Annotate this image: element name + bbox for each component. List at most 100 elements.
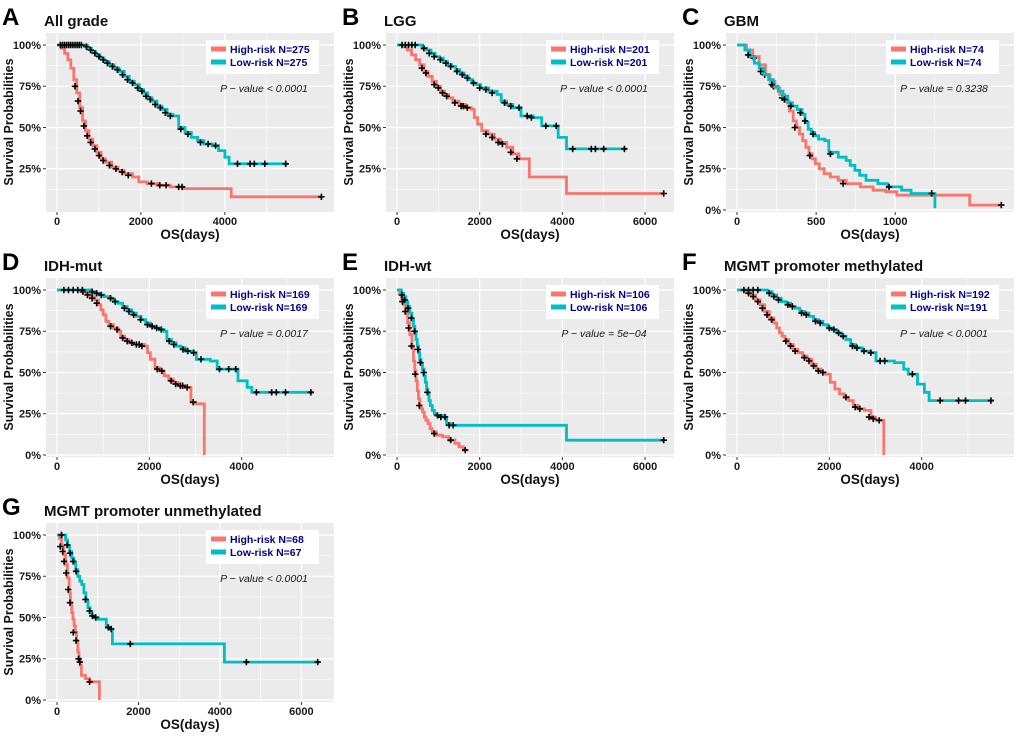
y-tick-label: 0% — [25, 695, 41, 707]
y-tick-label: 75% — [19, 326, 41, 338]
x-axis-title: OS(days) — [160, 472, 219, 487]
y-tick-label: 75% — [19, 81, 41, 93]
y-tick-label: 100% — [353, 285, 381, 297]
x-tick-label: 2000 — [129, 216, 153, 228]
censor-marks-low-risk — [58, 531, 321, 666]
x-tick-label: 1000 — [883, 216, 907, 228]
legend-entry-label: Low-risk N=169 — [230, 302, 307, 314]
p-value-text: P − value = 0.0017 — [220, 328, 309, 340]
legend-entry-label: Low-risk N=201 — [570, 57, 647, 69]
y-tick-label: 100% — [13, 285, 41, 297]
censor-marks-low-risk — [398, 41, 628, 153]
y-tick-label: 100% — [13, 530, 41, 542]
p-value-text: P − value < 0.0001 — [220, 83, 308, 95]
km-panel-svg-D: 0 2000 4000 0% 25% 50% 75% 100% OS(days) Survival… — [2, 249, 334, 487]
y-tick-label: 50% — [699, 122, 721, 134]
y-axis-title: Survival Probabilities — [682, 58, 696, 185]
x-tick-label: 4000 — [550, 216, 574, 228]
survival-curve-low-risk — [737, 43, 937, 209]
legend-entry-label: High-risk N=74 — [910, 44, 984, 56]
x-tick-label: 6000 — [289, 706, 313, 718]
y-tick-label: 50% — [19, 367, 41, 379]
p-value-text: P − value = 0.3238 — [900, 83, 988, 95]
km-panel-svg-B: 0 2000 4000 6000 25% 50% 75% 100% OS(days) Surviv… — [342, 4, 674, 242]
legend-entry-label: Low-risk N=275 — [230, 57, 307, 69]
y-tick-label: 25% — [19, 164, 41, 176]
legend-entry-label: High-risk N=106 — [570, 289, 650, 301]
x-tick-label: 4000 — [229, 461, 253, 473]
y-axis-title: Survival Probabilities — [342, 303, 356, 430]
y-axis-title: Survival Probabilities — [2, 303, 16, 430]
x-tick-label: 500 — [807, 216, 825, 228]
y-axis-title: Survival Probabilities — [2, 548, 16, 675]
legend-entry-label: High-risk N=275 — [230, 44, 310, 56]
survival-curve-high-risk — [737, 43, 1002, 207]
x-tick-label: 0 — [54, 461, 60, 473]
censor-marks-low-risk — [57, 41, 289, 167]
y-tick-label: 50% — [699, 367, 721, 379]
panel-letter: A — [2, 4, 19, 31]
y-tick-label: 25% — [699, 409, 721, 421]
km-panel-A: 0 2000 4000 25% 50% 75% 100% OS(days) Survival P… — [0, 0, 340, 245]
legend-box — [206, 40, 319, 74]
y-tick-label: 50% — [359, 122, 381, 134]
legend-box — [886, 285, 999, 319]
y-tick-label: 75% — [19, 571, 41, 583]
y-tick-label: 0% — [365, 450, 381, 462]
x-tick-label: 0 — [54, 706, 60, 718]
censor-marks-high-risk — [399, 298, 469, 454]
legend-box — [886, 40, 999, 74]
y-axis-title: Survival Probabilities — [342, 58, 356, 185]
x-tick-label: 0 — [734, 461, 740, 473]
km-panel-svg-E: 0 2000 4000 6000 0% 25% 50% 75% 100% OS(days) Surv… — [342, 249, 674, 487]
x-tick-label: 2000 — [467, 461, 491, 473]
panel-letter: D — [2, 249, 19, 276]
x-axis-title: OS(days) — [840, 227, 899, 242]
km-panel-svg-C: 0 500 1000 0% 25% 50% 75% 100% OS(days) Survival … — [682, 4, 1014, 242]
censor-marks-high-risk — [57, 543, 93, 685]
panel-letter: F — [682, 249, 697, 276]
censor-marks-high-risk — [71, 83, 325, 200]
km-panel-D: 0 2000 4000 0% 25% 50% 75% 100% OS(days) Survival… — [0, 245, 340, 490]
x-axis-title: OS(days) — [500, 227, 559, 242]
x-tick-label: 4000 — [909, 461, 933, 473]
panel-letter: C — [682, 4, 699, 31]
p-value-text: P − value < 0.0001 — [220, 573, 308, 585]
legend-entry-label: High-risk N=192 — [910, 289, 990, 301]
panel-title: LGG — [384, 13, 417, 30]
y-axis-title: Survival Probabilities — [682, 303, 696, 430]
x-tick-label: 2000 — [817, 461, 841, 473]
survival-curve-high-risk — [57, 43, 322, 199]
p-value-text: P − value < 0.0001 — [900, 328, 988, 340]
y-tick-label: 50% — [19, 612, 41, 624]
survival-curve-high-risk — [397, 43, 664, 195]
x-tick-label: 0 — [54, 216, 60, 228]
y-tick-label: 25% — [359, 409, 381, 421]
legend-box — [206, 530, 319, 564]
legend-entry-label: Low-risk N=191 — [910, 302, 987, 314]
survival-curve-low-risk — [57, 288, 314, 394]
panel-title: All grade — [44, 13, 108, 30]
x-axis-title: OS(days) — [840, 472, 899, 487]
legend-entry-label: Low-risk N=74 — [910, 57, 982, 69]
km-panel-svg-A: 0 2000 4000 25% 50% 75% 100% OS(days) Survival P… — [2, 4, 334, 242]
panel-title: MGMT promoter unmethylated — [44, 503, 262, 520]
x-tick-label: 4000 — [550, 461, 574, 473]
y-tick-label: 100% — [13, 40, 41, 52]
x-tick-label: 6000 — [633, 216, 657, 228]
legend-entry-label: High-risk N=201 — [570, 44, 650, 56]
y-axis-title: Survival Probabilities — [2, 58, 16, 185]
x-tick-label: 0 — [394, 461, 400, 473]
legend-box — [546, 40, 659, 74]
km-panel-B: 0 2000 4000 6000 25% 50% 75% 100% OS(days) Surviv… — [340, 0, 680, 245]
x-axis-title: OS(days) — [160, 227, 219, 242]
y-tick-label: 50% — [19, 122, 41, 134]
censor-marks-low-risk — [744, 51, 935, 197]
panel-title: IDH-mut — [44, 258, 102, 275]
panel-letter: E — [342, 249, 358, 276]
y-tick-label: 100% — [353, 40, 381, 52]
legend-entry-label: High-risk N=68 — [230, 534, 304, 546]
x-tick-label: 4000 — [208, 706, 232, 718]
censor-marks-high-risk — [418, 64, 667, 197]
